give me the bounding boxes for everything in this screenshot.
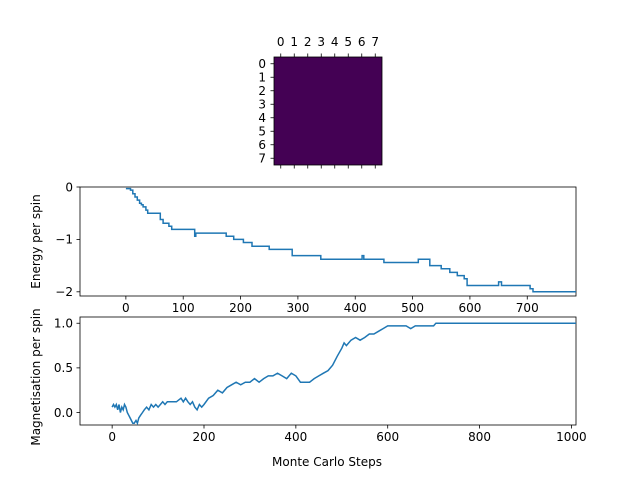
heatmap-y-tick-label: 0	[258, 57, 266, 71]
heatmap-y-tick-label: 7	[258, 152, 266, 166]
y-tick-label: 0.0	[54, 406, 73, 420]
y-tick-label: −1	[55, 233, 73, 247]
x-tick-label: 200	[229, 301, 252, 315]
x-tick-label: 500	[401, 301, 424, 315]
heatmap-x-tick-label: 4	[331, 35, 339, 49]
magnetisation-axes-frame	[79, 316, 577, 426]
magnetisation-series-line	[111, 322, 576, 426]
energy-y-axis-label: Energy per spin	[29, 194, 43, 288]
heatmap-cells	[274, 57, 382, 165]
heatmap-y-tick-label: 3	[258, 98, 266, 112]
x-tick-label: 600	[458, 301, 481, 315]
x-tick-label: 400	[344, 301, 367, 315]
x-tick-label: 700	[516, 301, 539, 315]
heatmap-x-tick-label: 6	[358, 35, 366, 49]
heatmap-y-tick-label: 1	[258, 71, 266, 85]
x-tick-label: 800	[468, 430, 491, 444]
heatmap-x-tick-label: 1	[290, 35, 298, 49]
magnetisation-y-axis-label: Magnetisation per spin	[29, 308, 43, 445]
magnetisation-x-ticks: 0 200 400 600 800 1000	[108, 425, 587, 444]
heatmap-frame	[273, 56, 383, 166]
y-tick-label: 1.0	[54, 317, 73, 331]
y-tick-label: 0.5	[54, 361, 73, 375]
y-tick-label: 0	[65, 180, 73, 194]
energy-axes-frame	[79, 186, 577, 297]
x-tick-label: 1000	[556, 430, 587, 444]
x-tick-label: 0	[108, 430, 116, 444]
x-tick-label: 300	[286, 301, 309, 315]
x-tick-label: 400	[284, 430, 307, 444]
x-tick-label: 100	[172, 301, 195, 315]
energy-series-line	[125, 187, 576, 293]
heatmap-y-tick-label: 5	[258, 125, 266, 139]
heatmap-y-tick-label: 6	[258, 138, 266, 152]
energy-x-ticks: 0 100 200 300 400 500 600 700	[122, 296, 539, 315]
heatmap-x-tick-label: 5	[344, 35, 352, 49]
x-tick-label: 0	[122, 301, 130, 315]
heatmap-y-tick-label: 4	[258, 111, 266, 125]
energy-y-ticks: 0 −1 −2	[55, 180, 80, 299]
heatmap-x-tick-label: 2	[304, 35, 312, 49]
heatmap-x-tick-label: 0	[277, 35, 285, 49]
heatmap-y-tick-label: 2	[258, 84, 266, 98]
magnetisation-x-axis-label: Monte Carlo Steps	[272, 455, 382, 469]
x-tick-label: 200	[193, 430, 216, 444]
heatmap-x-tick-label: 7	[371, 35, 379, 49]
heatmap-x-tick-label: 3	[317, 35, 325, 49]
x-tick-label: 600	[376, 430, 399, 444]
energy-chart: 0 100 200 300 400 500 600 700 0 −1 −2 Energy per …	[29, 180, 577, 315]
magnetisation-chart: 0 200 400 600 800 1000 0.0 0.5 1.0 Magnetisatio…	[29, 308, 587, 469]
magnetisation-y-ticks: 0.0 0.5 1.0	[54, 317, 80, 420]
y-tick-label: −2	[55, 285, 73, 299]
